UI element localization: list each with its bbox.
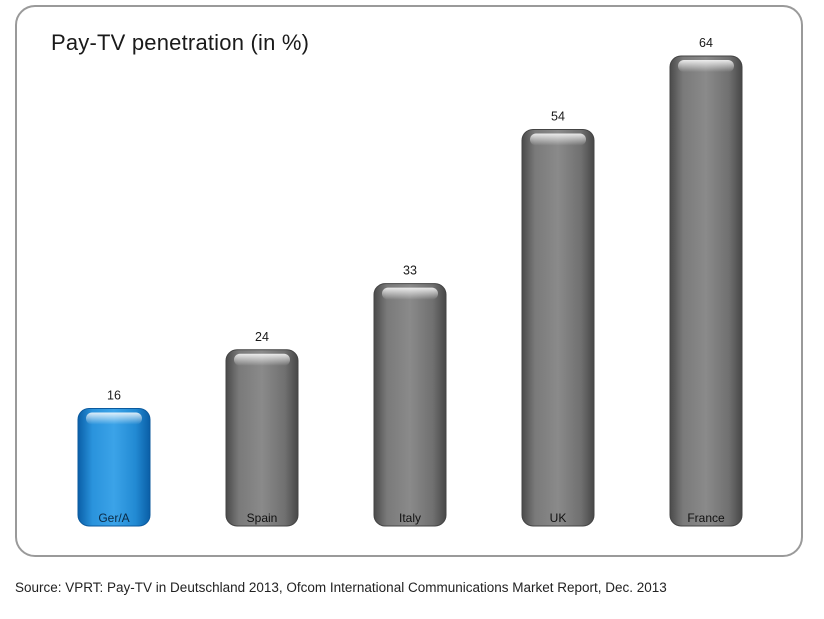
bar-uk — [521, 128, 595, 527]
bars-layer: 16 Ger/A 24 Spain 33 Italy 54 UK 64 France — [77, 36, 743, 527]
category-label: Italy — [399, 511, 421, 525]
source-note: Source: VPRT: Pay-TV in Deutschland 2013… — [15, 580, 667, 595]
category-label: Ger/A — [98, 511, 129, 525]
value-label: 64 — [699, 36, 713, 50]
bar-highlight — [382, 287, 438, 300]
bar-highlight — [530, 133, 586, 146]
bar-spain — [225, 349, 299, 527]
value-label: 24 — [255, 330, 269, 344]
category-label: France — [687, 511, 725, 525]
bar-ger-a — [77, 408, 151, 527]
bar-italy — [373, 283, 447, 527]
category-label: UK — [550, 511, 567, 525]
chart-title: Pay-TV penetration (in %) — [51, 30, 310, 55]
value-label: 33 — [403, 264, 417, 278]
bar-highlight — [234, 353, 290, 366]
bar-france — [669, 55, 743, 527]
value-label: 16 — [107, 389, 121, 403]
bar-highlight — [678, 60, 734, 72]
category-label: Spain — [247, 511, 278, 525]
value-label: 54 — [551, 109, 565, 123]
bar-highlight — [86, 412, 142, 425]
